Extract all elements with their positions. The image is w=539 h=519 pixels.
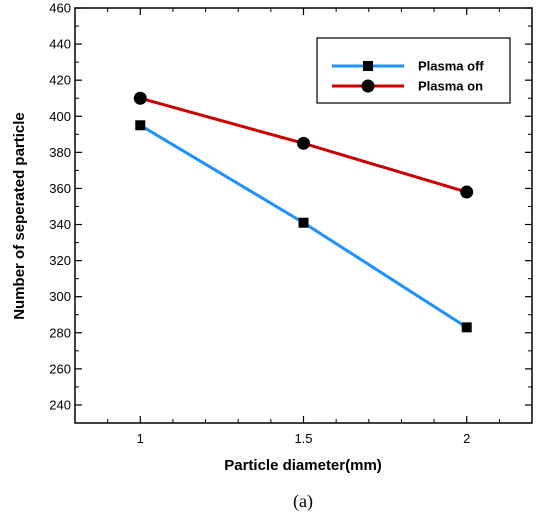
series-layer (133, 91, 474, 333)
y-tick-label: 460 (49, 1, 71, 16)
legend: Plasma off Plasma on (316, 37, 511, 104)
x-axis-label: Particle diameter(mm) (224, 457, 382, 474)
data-point (297, 136, 310, 150)
legend-box (316, 37, 511, 104)
data-point (298, 217, 309, 228)
figure-caption: (a) (293, 491, 313, 512)
data-point (135, 120, 146, 131)
x-tick-label: 1.5 (294, 431, 312, 446)
y-tick-label: 440 (49, 37, 71, 52)
data-point (133, 91, 147, 105)
legend-marker (361, 79, 375, 93)
y-tick-label: 420 (49, 73, 71, 88)
y-tick-label: 240 (49, 397, 71, 412)
y-tick-label: 360 (49, 181, 71, 196)
data-point (461, 322, 472, 333)
y-tick-label: 280 (49, 325, 71, 340)
y-tick-label: 260 (49, 361, 71, 376)
y-tick-label: 400 (49, 109, 71, 124)
y-tick-label: 320 (49, 253, 71, 268)
y-tick-label: 380 (49, 145, 71, 160)
x-tick-label: 1 (137, 431, 144, 446)
y-axis-label: Number of seperated particle (11, 112, 28, 320)
y-axis: 240 260 280 300 320 340 360 380 400 420 440 460 (49, 1, 532, 424)
legend-marker (363, 61, 373, 71)
legend-label: Plasma on (418, 79, 483, 94)
legend-label: Plasma off (418, 59, 484, 74)
y-tick-label: 340 (49, 217, 71, 232)
y-tick-label: 300 (49, 289, 71, 304)
data-point (460, 185, 474, 199)
x-axis: 1 1.5 2 (107, 8, 500, 446)
x-tick-label: 2 (463, 431, 470, 446)
